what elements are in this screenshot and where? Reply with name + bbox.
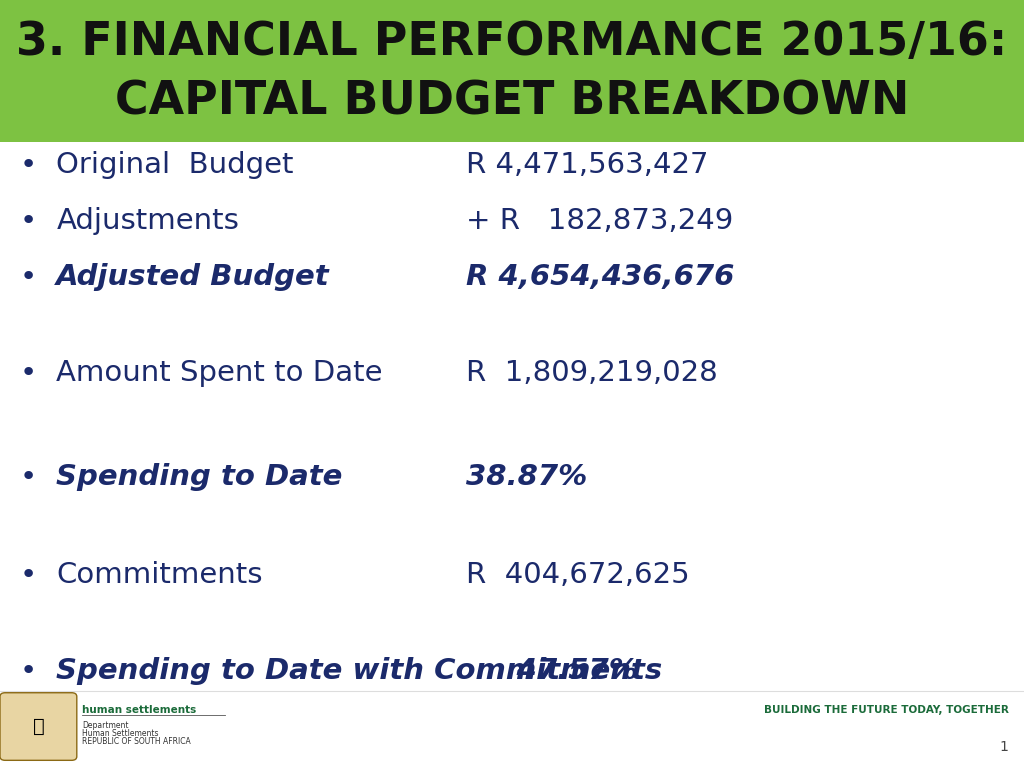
Text: 47.57%: 47.57% <box>466 657 638 685</box>
Text: Adjusted Budget: Adjusted Budget <box>56 263 330 291</box>
Text: human settlements: human settlements <box>82 704 197 715</box>
Text: CAPITAL BUDGET BREAKDOWN: CAPITAL BUDGET BREAKDOWN <box>115 80 909 124</box>
Text: •: • <box>20 263 37 291</box>
Text: •: • <box>20 463 37 491</box>
Text: 38.87%: 38.87% <box>466 463 587 491</box>
Text: 🦅: 🦅 <box>33 717 45 736</box>
Text: Original  Budget: Original Budget <box>56 151 294 179</box>
Text: Adjustments: Adjustments <box>56 207 240 235</box>
Text: R  404,672,625: R 404,672,625 <box>466 561 689 589</box>
Text: •: • <box>20 151 37 179</box>
Text: •: • <box>20 207 37 235</box>
Text: BUILDING THE FUTURE TODAY, TOGETHER: BUILDING THE FUTURE TODAY, TOGETHER <box>764 704 1009 715</box>
Bar <box>0 0 1024 142</box>
Text: + R   182,873,249: + R 182,873,249 <box>466 207 733 235</box>
Text: Commitments: Commitments <box>56 561 263 589</box>
Text: R 4,654,436,676: R 4,654,436,676 <box>466 263 734 291</box>
Text: Amount Spent to Date: Amount Spent to Date <box>56 359 383 387</box>
Text: Human Settlements: Human Settlements <box>82 729 159 738</box>
Text: Spending to Date: Spending to Date <box>56 463 343 491</box>
Text: •: • <box>20 657 37 685</box>
Text: REPUBLIC OF SOUTH AFRICA: REPUBLIC OF SOUTH AFRICA <box>82 737 190 746</box>
Text: Department: Department <box>82 721 128 730</box>
Text: 3. FINANCIAL PERFORMANCE 2015/16:: 3. FINANCIAL PERFORMANCE 2015/16: <box>16 20 1008 65</box>
Text: R 4,471,563,427: R 4,471,563,427 <box>466 151 709 179</box>
Text: R  1,809,219,028: R 1,809,219,028 <box>466 359 718 387</box>
Text: 1: 1 <box>999 740 1009 754</box>
FancyBboxPatch shape <box>0 693 77 760</box>
Text: •: • <box>20 359 37 387</box>
Text: •: • <box>20 561 37 589</box>
Text: Spending to Date with Commitments: Spending to Date with Commitments <box>56 657 663 685</box>
